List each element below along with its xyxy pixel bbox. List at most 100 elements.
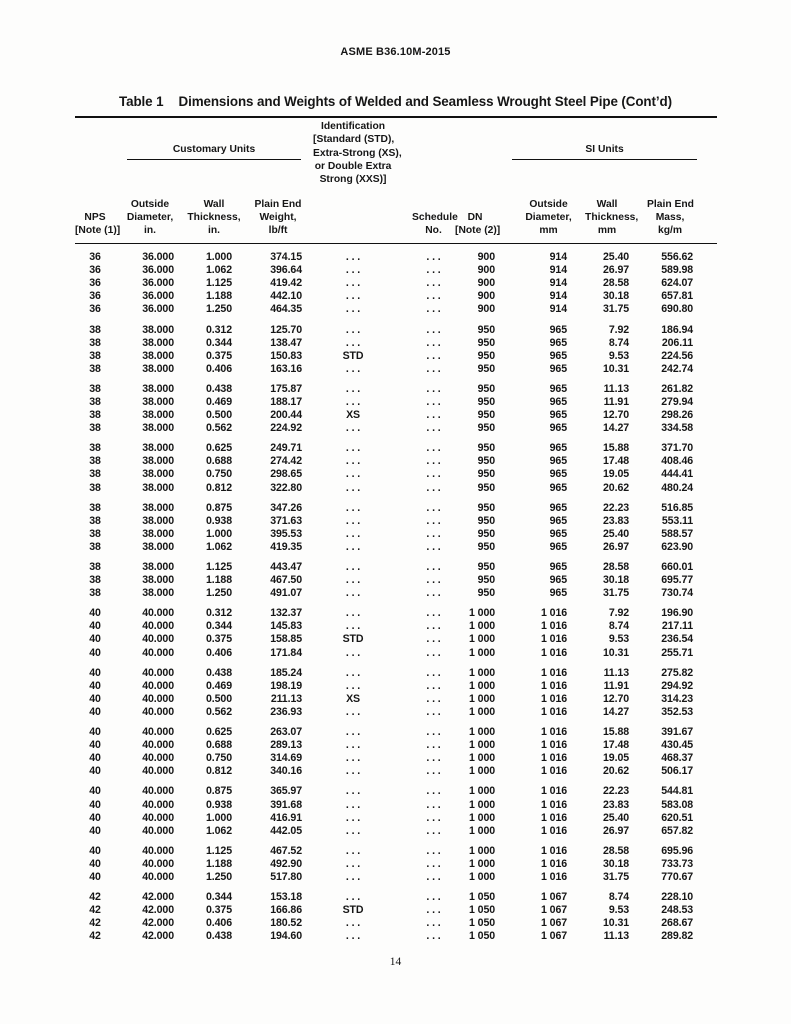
schedule-no-cell: . . .: [426, 607, 441, 620]
wall-mm-cell: 17.48: [603, 455, 630, 468]
od-in-cell: 38.000: [142, 514, 174, 527]
wall-in-cell: 1.062: [205, 540, 232, 553]
wall-in-cell: 0.500: [205, 692, 232, 705]
od-mm-cell: 1 067: [541, 930, 568, 943]
od-mm-cell: 914: [549, 251, 568, 264]
nps-cell: 40: [89, 607, 101, 620]
wall-in-cell: 0.469: [205, 679, 232, 692]
mass-kgm-cell: 408.46: [661, 455, 694, 468]
identification-cell: . . .: [345, 574, 361, 587]
wall-mm-cell: 11.91: [603, 395, 630, 408]
od-mm-cell: 965: [549, 527, 568, 540]
table-row: 40 40.000 1.188 492.90 . . . . . . 1 000 1 016 3…: [75, 858, 717, 871]
table-row: 40 40.000 0.312 132.37 . . . . . . 1 000 1 016 7…: [75, 600, 717, 620]
wall-in-cell: 0.750: [205, 752, 232, 765]
wall-in-cell: 0.562: [205, 705, 232, 718]
table-row: 42 42.000 0.344 153.18 . . . . . . 1 050 1 067 8…: [75, 884, 717, 904]
dn-cell: 950: [477, 561, 496, 573]
identification-cell: . . .: [345, 857, 361, 870]
table-row: 38 38.000 1.000 395.53 . . . . . . 950 965 25.40…: [75, 528, 717, 541]
weight-lbft-cell: 125.70: [270, 323, 303, 336]
weight-lbft-cell: 188.17: [270, 395, 303, 408]
wall-in-cell: 0.469: [205, 395, 232, 408]
schedule-no-cell: . . .: [426, 468, 441, 481]
col-header-weight-lbft: Plain End Weight, lb/ft: [243, 187, 314, 245]
row-group: 38 38.000 1.125 443.47. . .. . . 950 965 28.58…: [75, 554, 717, 600]
wall-mm-cell: 10.31: [603, 646, 630, 659]
od-in-cell: 38.000: [142, 574, 174, 587]
wall-mm-cell: 26.97: [603, 540, 630, 553]
schedule-no-cell: . . .: [426, 870, 441, 883]
wall-in-cell: 1.188: [205, 857, 232, 870]
wall-mm-cell: 9.53: [608, 633, 630, 646]
od-in-cell: 40.000: [142, 607, 174, 620]
identification-cell: . . .: [345, 646, 361, 659]
identification-cell: . . .: [345, 362, 361, 375]
weight-lbft-cell: 175.87: [270, 382, 303, 395]
dn-cell: 1 000: [469, 785, 496, 798]
dn-cell: 1 000: [469, 692, 496, 705]
dn-cell: 950: [477, 514, 496, 527]
od-in-cell: 38.000: [142, 561, 174, 573]
identification-cell: . . .: [345, 514, 361, 527]
od-in-cell: 42.000: [142, 930, 174, 943]
table-row: 38 38.000 0.562 224.92 . . . . . . 950 965 14.27…: [75, 422, 717, 435]
table-row: 36 36.000 1.125 419.42 . . . . . . 900 914 28.58…: [75, 277, 717, 290]
schedule-no-cell: . . .: [426, 303, 441, 316]
weight-lbft-cell: 442.10: [270, 290, 303, 303]
identification-cell: . . .: [345, 798, 361, 811]
pipe-dimensions-table: NPS [Note (1)] Customary Units Identific…: [75, 116, 718, 943]
weight-lbft-cell: 211.13: [270, 692, 303, 705]
od-in-cell: 40.000: [142, 646, 174, 659]
wall-mm-cell: 14.27: [603, 422, 630, 435]
weight-lbft-cell: 419.35: [270, 540, 303, 553]
identification-cell: . . .: [345, 930, 361, 943]
customary-units-label: Customary Units: [127, 144, 302, 160]
mass-kgm-cell: 690.80: [661, 303, 694, 316]
od-mm-cell: 965: [549, 349, 568, 362]
wall-mm-cell: 20.62: [603, 481, 630, 494]
nps-cell: 38: [89, 323, 101, 336]
table-row: 38 38.000 0.406 163.16 . . . . . . 950 965 10.31…: [75, 363, 717, 376]
row-group: 40 40.000 1.125 467.52. . .. . .1 000 1 016 2…: [75, 838, 717, 884]
wall-in-cell: 0.344: [205, 620, 232, 633]
od-mm-cell: 1 016: [541, 666, 568, 679]
wall-mm-cell: 30.18: [603, 574, 630, 587]
wall-in-cell: 0.406: [205, 362, 232, 375]
mass-kgm-cell: 516.85: [661, 501, 694, 514]
wall-in-cell: 0.875: [205, 501, 232, 514]
dn-cell: 950: [477, 455, 496, 468]
weight-lbft-cell: 163.16: [270, 362, 303, 375]
wall-in-cell: 0.344: [205, 336, 232, 349]
identification-cell: . . .: [345, 323, 361, 336]
table-row: 38 38.000 0.312 125.70 . . . . . . 950 965 7.92 1…: [75, 317, 717, 337]
mass-kgm-cell: 657.81: [661, 290, 694, 303]
nps-cell: 38: [89, 540, 101, 553]
si-units-label: SI Units: [512, 144, 698, 160]
wall-mm-cell: 25.40: [603, 251, 630, 264]
nps-cell: 38: [89, 561, 101, 573]
nps-cell: 38: [89, 514, 101, 527]
nps-cell: 40: [89, 798, 101, 811]
mass-kgm-cell: 480.24: [661, 481, 694, 494]
od-in-cell: 40.000: [142, 692, 174, 705]
od-in-cell: 38.000: [142, 382, 174, 395]
identification-cell: . . .: [345, 251, 361, 264]
nps-cell: 40: [89, 844, 101, 857]
col-header-dn: DN [Note (2)]: [455, 116, 513, 245]
schedule-no-cell: . . .: [426, 501, 441, 514]
identification-cell: . . .: [345, 540, 361, 553]
schedule-no-cell: . . .: [426, 904, 441, 917]
dn-cell: 950: [477, 336, 496, 349]
identification-cell: . . .: [345, 290, 361, 303]
weight-lbft-cell: 158.85: [270, 633, 303, 646]
mass-kgm-cell: 236.54: [661, 633, 694, 646]
wall-mm-cell: 28.58: [603, 844, 630, 857]
table-row: 40 40.000 0.625 263.07 . . . . . . 1 000 1 016 1…: [75, 719, 717, 739]
table-row: 40 40.000 0.875 365.97 . . . . . . 1 000 1 016 2…: [75, 778, 717, 798]
mass-kgm-cell: 242.74: [661, 362, 694, 375]
schedule-no-cell: . . .: [426, 290, 441, 303]
table-row: 40 40.000 0.812 340.16 . . . . . . 1 000 1 016 2…: [75, 765, 717, 778]
od-mm-cell: 1 016: [541, 785, 568, 798]
wall-in-cell: 0.938: [205, 798, 232, 811]
